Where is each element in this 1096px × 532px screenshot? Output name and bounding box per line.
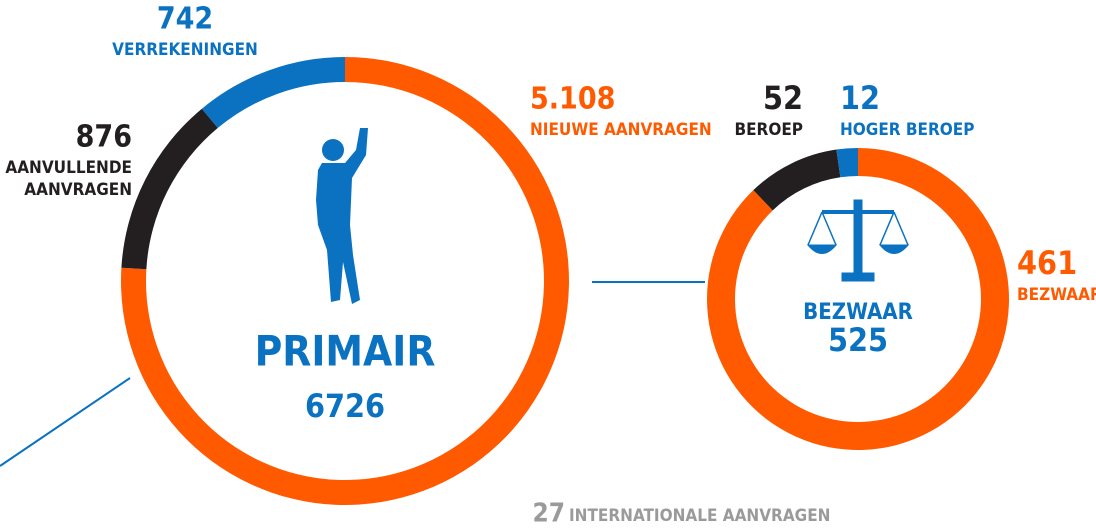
category-label: AANVULLENDE AANVRAGEN xyxy=(5,158,132,200)
person-icon xyxy=(316,128,368,304)
category-label: VERREKENINGEN xyxy=(112,40,258,60)
donut-segment xyxy=(201,57,345,128)
scales-icon xyxy=(806,199,910,282)
donut-segment xyxy=(836,148,858,178)
value-label: 461 xyxy=(1017,244,1077,282)
value-label: 12 xyxy=(840,79,880,117)
center-title: BEZWAAR xyxy=(803,300,913,325)
footnote-label: INTERNATIONALE AANVRAGEN xyxy=(569,506,830,526)
value-label: 52 xyxy=(763,79,803,117)
center-total: 525 xyxy=(828,321,888,359)
value-label: 742 xyxy=(157,2,213,37)
category-label: BEROEP xyxy=(734,120,803,140)
value-label: 5.108 xyxy=(530,82,615,117)
donut-segment xyxy=(121,108,218,270)
value-label: 876 xyxy=(76,120,132,155)
connector xyxy=(0,377,131,467)
footnote-value: 27 xyxy=(532,499,565,529)
category-label: NIEUWE AANVRAGEN xyxy=(530,120,712,140)
center-total: 6726 xyxy=(305,387,385,425)
donut-segment xyxy=(707,148,1009,451)
center-title: PRIMAIR xyxy=(255,327,436,376)
donut-segment xyxy=(753,149,841,211)
category-label: HOGER BEROEP xyxy=(840,120,974,140)
category-label: BEZWAAR xyxy=(1017,285,1096,305)
